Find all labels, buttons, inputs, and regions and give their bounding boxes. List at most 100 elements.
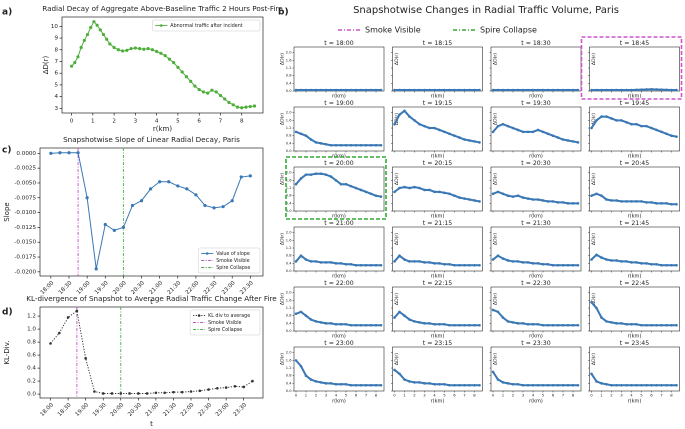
data-point [630,88,633,92]
data-point [571,323,575,327]
data-point [600,316,603,319]
data-point [640,200,643,203]
data-point [433,88,436,92]
x-axis-label: r(km) [628,154,642,160]
x-tick-label: 0 [590,393,593,398]
y-tick-label: -0.0125 [14,225,36,231]
data-point [428,261,431,264]
data-point [516,322,520,325]
y-axis-label: ΔD(r) [493,293,499,305]
y-axis-label: ΔD(r) [280,173,286,185]
data-point [536,128,540,132]
axes-frame [293,166,385,212]
data-point [233,385,237,388]
axes-frame [589,346,680,392]
data-point [521,322,525,325]
data-point [463,263,466,267]
data-point [354,383,358,387]
data-point [635,122,638,126]
y-tick-label: 3 [54,106,58,112]
x-tick-label: 23:00 [215,402,231,418]
x-tick-label: 2 [610,393,613,398]
y-tick-label: 1.2 [27,314,36,320]
data-point [408,88,411,92]
series-line [295,310,381,327]
data-point [142,47,146,51]
data-point [448,383,451,387]
data-point [314,380,318,383]
x-axis-label: r(km) [529,399,543,405]
data-point [625,88,628,92]
y-tick-label: 1.2 [286,366,292,370]
data-point [329,175,333,178]
data-point [95,23,99,27]
data-point [625,260,628,263]
data-point [506,382,510,385]
x-axis-label: r(km) [431,334,445,340]
data-point [655,202,658,205]
data-point [299,132,303,136]
panel-title: t = 18:15 [423,40,452,47]
data-point [212,206,216,210]
data-point [526,88,530,92]
data-point [660,323,663,327]
data-point [625,323,628,326]
data-point [339,383,343,386]
x-axis-label: t [150,420,153,428]
x-tick-label: 3 [423,393,426,398]
data-point [453,194,456,197]
y-axis-label: ΔD(r) [280,293,286,305]
x-tick-label: 7 [219,119,223,125]
data-point [571,383,575,387]
data-point [620,119,623,122]
data-point [334,143,338,147]
data-point [556,263,560,267]
axes-frame [490,106,582,152]
data-point [615,259,618,262]
x-tick-label: 8 [473,393,476,398]
x-tick-label: 4 [335,393,338,398]
y-axis-label: ΔD(r) [591,293,597,305]
data-point [304,88,308,92]
data-point [359,263,363,267]
axes-frame [392,106,483,152]
data-point [146,47,150,51]
data-point [546,88,550,92]
data-point [635,88,638,92]
legend-box [152,19,261,32]
axes-frame [392,346,483,392]
data-point [364,143,368,147]
data-point [344,383,348,386]
data-point [119,392,123,395]
data-point [536,262,540,265]
series-line [492,190,578,205]
data-point [546,200,550,203]
data-point [344,88,348,92]
x-axis-label: r(km) [332,154,346,160]
x-axis-label: r(km) [529,274,543,280]
series-line [591,88,677,92]
axes-frame [392,46,483,92]
axes-frame [490,226,582,272]
data-point [665,263,668,267]
data-point [324,261,328,264]
data-point [660,88,663,91]
data-point [595,119,598,122]
data-point [89,25,93,30]
data-point [531,130,535,134]
data-point [93,390,96,393]
data-point [304,374,308,377]
data-point [374,194,378,197]
data-point [665,383,668,387]
data-point [526,130,530,134]
y-tick-label: 8 [54,47,58,53]
data-point [640,323,643,327]
y-tick-label: -0.0025 [14,166,36,172]
series-line [393,310,480,327]
series-line [393,254,480,267]
y-axis-label: ΔD(r) [591,353,597,365]
data-point [610,259,613,262]
data-point [650,201,653,204]
data-point [344,143,348,147]
data-point [433,126,436,130]
